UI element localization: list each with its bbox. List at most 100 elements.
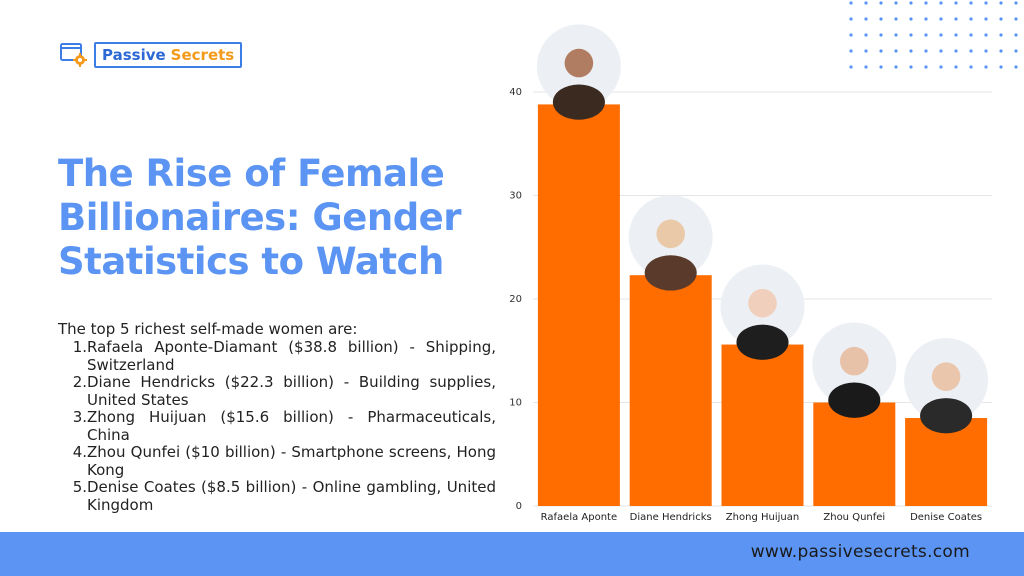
x-tick-label: Diane Hendricks <box>630 512 712 523</box>
bar-chart: 01020304039Rafaela Aponte22Diane Hendric… <box>509 24 992 523</box>
decor-dot <box>909 17 913 21</box>
portrait-shoulders <box>920 398 973 434</box>
decor-dot <box>864 65 868 69</box>
decor-dot <box>894 65 898 69</box>
bar-3 <box>721 344 804 506</box>
portrait-shoulders <box>644 255 697 291</box>
decor-dot <box>894 1 898 5</box>
list-item-number: 3. <box>72 408 87 426</box>
decor-dot <box>924 49 928 53</box>
decor-dot <box>969 1 973 5</box>
y-tick-label: 0 <box>516 501 522 512</box>
decor-dot <box>1014 1 1018 5</box>
decor-dot <box>999 1 1003 5</box>
decor-dot <box>849 49 853 53</box>
decor-dot <box>954 17 958 21</box>
list-item-text: Denise Coates ($8.5 billion) - Online ga… <box>87 478 496 514</box>
decor-dot <box>909 1 913 5</box>
portrait-shoulders <box>736 324 789 360</box>
decor-dot <box>849 65 853 69</box>
decor-dot <box>879 49 883 53</box>
list-item-text: Zhou Qunfei ($10 billion) - Smartphone s… <box>87 443 496 479</box>
bar-4 <box>813 402 896 506</box>
y-tick-label: 10 <box>509 398 522 409</box>
list-item-text: Diane Hendricks ($22.3 billion) - Buildi… <box>87 373 496 409</box>
list-item-number: 2. <box>72 373 87 391</box>
list-item-number: 5. <box>72 478 87 496</box>
decor-dot <box>999 17 1003 21</box>
decor-dot <box>939 1 943 5</box>
portrait-photo <box>904 338 989 434</box>
portrait-shoulders <box>552 84 605 120</box>
portrait-shoulders <box>828 382 881 418</box>
list-item: 2. Diane Hendricks ($22.3 billion) - Bui… <box>58 373 496 409</box>
portrait-face <box>748 288 777 318</box>
decor-dot <box>924 33 928 37</box>
list-item: 4. Zhou Qunfei ($10 billion) - Smartphon… <box>58 443 496 479</box>
decorative-dot-grid <box>849 1 1018 69</box>
decor-dot <box>1014 65 1018 69</box>
decor-dot <box>849 17 853 21</box>
portrait-photo <box>812 322 897 418</box>
portrait-face <box>931 362 961 391</box>
decor-dot <box>864 49 868 53</box>
decor-dot <box>999 33 1003 37</box>
list-item-text: Rafaela Aponte-Diamant ($38.8 billion) -… <box>87 338 496 374</box>
decor-dot <box>984 33 988 37</box>
decor-dot <box>879 65 883 69</box>
decor-dot <box>879 1 883 5</box>
list-item-text: Zhong Huijuan ($15.6 billion) - Pharmace… <box>87 408 496 444</box>
decor-dot <box>924 65 928 69</box>
y-tick-label: 40 <box>509 87 522 98</box>
portrait-face <box>564 48 594 78</box>
portrait-face <box>840 346 869 376</box>
brand-name: Passive Secrets <box>94 42 243 68</box>
decor-dot <box>954 49 958 53</box>
decor-dot <box>939 17 943 21</box>
decor-dot <box>894 33 898 37</box>
decor-dot <box>939 49 943 53</box>
portrait-photo <box>628 195 713 291</box>
list-item-number: 4. <box>72 443 87 461</box>
decor-dot <box>864 33 868 37</box>
decor-dot <box>954 65 958 69</box>
decor-dot <box>924 1 928 5</box>
decor-dot <box>954 33 958 37</box>
x-tick-label: Zhou Qunfei <box>823 512 885 523</box>
decor-dot <box>999 65 1003 69</box>
decor-dot <box>864 1 868 5</box>
decor-dot <box>969 33 973 37</box>
list-intro: The top 5 richest self-made women are: <box>58 320 358 338</box>
portrait-face <box>656 219 685 249</box>
decor-dot <box>969 17 973 21</box>
decor-dot <box>939 65 943 69</box>
list-item: 5. Denise Coates ($8.5 billion) - Online… <box>58 478 496 514</box>
website-link[interactable]: www.passivesecrets.com <box>750 542 970 562</box>
y-tick-label: 30 <box>509 191 522 202</box>
decor-dot <box>909 33 913 37</box>
x-tick-label: Rafaela Aponte <box>541 512 617 523</box>
footer-bar: www.passivesecrets.com <box>0 532 1024 576</box>
portrait-photo <box>720 264 805 360</box>
decor-dot <box>984 17 988 21</box>
richest-women-list: 1. Rafaela Aponte-Diamant ($38.8 billion… <box>58 338 496 514</box>
decor-dot <box>864 17 868 21</box>
decor-dot <box>849 33 853 37</box>
portrait-photo <box>536 24 621 120</box>
decor-dot <box>879 17 883 21</box>
decor-dot <box>1014 17 1018 21</box>
decor-dot <box>984 1 988 5</box>
decor-dot <box>1014 33 1018 37</box>
decor-dot <box>954 1 958 5</box>
decor-dot <box>999 49 1003 53</box>
brand-logo[interactable]: Passive Secrets <box>60 42 243 68</box>
decor-dot <box>924 17 928 21</box>
brand-word-passive: Passive <box>102 46 166 64</box>
bar-1 <box>537 104 620 507</box>
decor-dot <box>1014 49 1018 53</box>
x-tick-label: Denise Coates <box>910 512 982 523</box>
decor-dot <box>894 17 898 21</box>
decor-dot <box>894 49 898 53</box>
decor-dot <box>969 65 973 69</box>
decor-dot <box>939 33 943 37</box>
